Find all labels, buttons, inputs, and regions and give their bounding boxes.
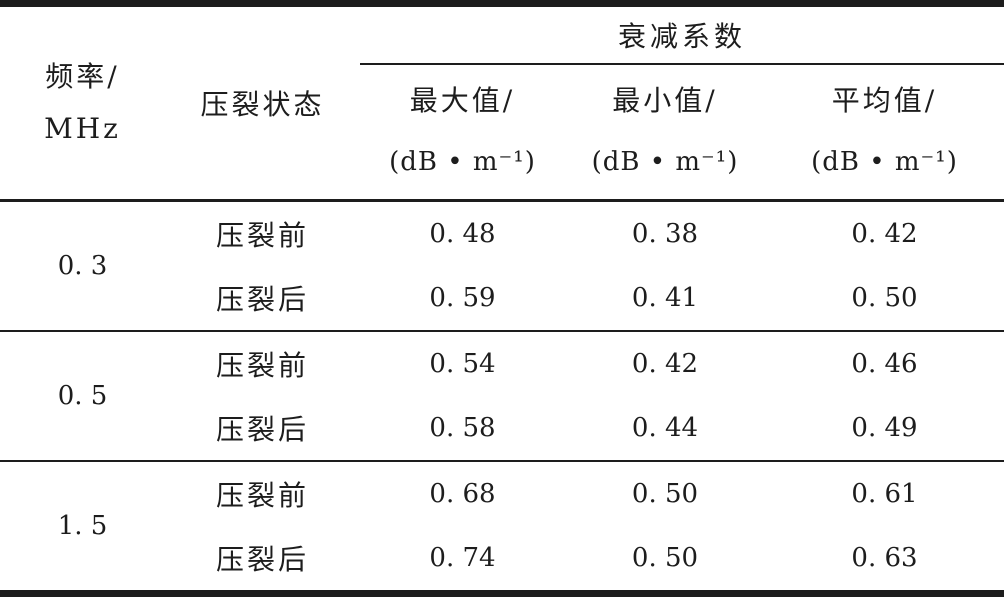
avg-value-cell: 0. 50 xyxy=(851,283,918,313)
header-frequency-line1: 频率/ xyxy=(45,60,120,93)
min-value-cell: 0. 41 xyxy=(631,283,699,313)
header-max-label: 最大值/ xyxy=(409,84,516,117)
state-cell: 压裂前 xyxy=(165,199,360,266)
header-max-value: 最大值/ (dB • m⁻¹) xyxy=(360,64,565,201)
state-cell: 压裂后 xyxy=(215,283,309,316)
state-cell: 压裂后 xyxy=(215,543,309,576)
max-value-cell: 0. 74 xyxy=(429,543,496,573)
min-value-cell: 0. 50 xyxy=(631,543,699,573)
min-value-cell: 0. 38 xyxy=(565,199,765,266)
header-fracturing-state: 压裂状态 xyxy=(200,88,325,121)
table-header: 频率/ MHz 压裂状态 衰减系数 最大值/ (dB • m⁻¹) 最小值/ (… xyxy=(0,3,1004,201)
header-row-sub: 最大值/ (dB • m⁻¹) 最小值/ (dB • m⁻¹) 平均值/ (dB… xyxy=(0,64,1004,201)
max-value-cell: 0. 54 xyxy=(360,330,565,396)
table-row: 0. 5 压裂前 0. 54 0. 42 0. 46 xyxy=(0,330,1004,461)
avg-value-cell: 0. 46 xyxy=(765,330,1004,396)
header-min-unit: (dB • m⁻¹) xyxy=(591,147,739,177)
min-value-cell: 0. 42 xyxy=(565,330,765,396)
max-value-cell: 0. 68 xyxy=(360,460,565,526)
min-value-cell: 0. 44 xyxy=(631,413,699,443)
max-value-cell: 0. 48 xyxy=(360,199,565,266)
state-cell: 压裂前 xyxy=(165,330,360,396)
max-value-cell: 0. 59 xyxy=(429,283,496,313)
table-row: 压裂后 0. 74 0. 50 0. 63 xyxy=(0,526,1004,594)
min-value-cell: 0. 50 xyxy=(565,460,765,526)
header-avg-value: 平均值/ (dB • m⁻¹) xyxy=(765,64,1004,201)
header-min-label: 最小值/ xyxy=(612,84,718,117)
header-frequency: 频率/ MHz xyxy=(0,4,165,201)
frequency-cell: 0. 5 xyxy=(0,330,165,461)
state-cell: 压裂后 xyxy=(215,413,309,446)
avg-value-cell: 0. 49 xyxy=(851,413,918,443)
header-avg-label: 平均值/ xyxy=(831,84,938,117)
table-row: 1. 5 压裂前 0. 68 0. 50 0. 61 xyxy=(0,460,1004,594)
table-row: 压裂后 0. 58 0. 44 0. 49 xyxy=(0,396,1004,461)
header-min-value: 最小值/ (dB • m⁻¹) xyxy=(565,64,765,201)
header-attenuation-coefficient-group: 衰减系数 xyxy=(360,3,1004,65)
avg-value-cell: 0. 61 xyxy=(765,460,1004,526)
avg-value-cell: 0. 42 xyxy=(765,199,1004,266)
table-row: 压裂后 0. 59 0. 41 0. 50 xyxy=(0,266,1004,331)
header-avg-unit: (dB • m⁻¹) xyxy=(811,147,958,177)
frequency-cell: 1. 5 xyxy=(0,460,165,594)
state-cell: 压裂前 xyxy=(165,460,360,526)
max-value-cell: 0. 58 xyxy=(429,413,496,443)
table-row: 0. 3 压裂前 0. 48 0. 38 0. 42 xyxy=(0,199,1004,331)
avg-value-cell: 0. 63 xyxy=(851,543,918,573)
header-max-unit: (dB • m⁻¹) xyxy=(389,147,536,177)
table-body: 0. 3 压裂前 0. 48 0. 38 0. 42 压裂后 0. 59 0. … xyxy=(0,199,1004,594)
frequency-cell: 0. 3 xyxy=(0,199,165,331)
header-frequency-line2: MHz xyxy=(44,112,121,145)
header-row-group: 频率/ MHz 压裂状态 衰减系数 xyxy=(0,3,1004,145)
